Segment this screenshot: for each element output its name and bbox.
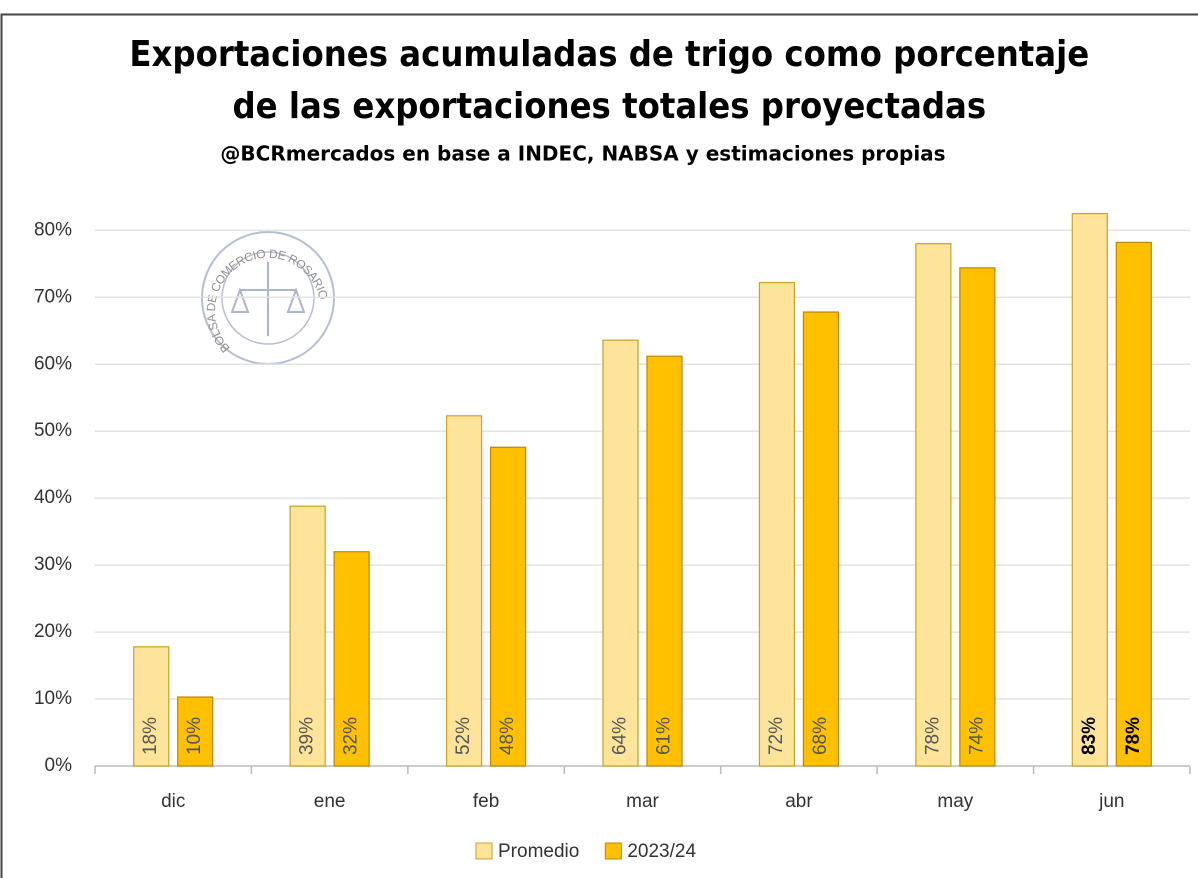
value-label: 83% bbox=[1079, 717, 1100, 755]
x-tick-label: jun bbox=[1098, 791, 1124, 812]
bar bbox=[915, 243, 952, 767]
y-tick-label: 10% bbox=[34, 688, 72, 709]
x-tick-label: may bbox=[937, 791, 973, 812]
bar bbox=[646, 355, 683, 767]
x-tick-label: dic bbox=[161, 791, 185, 812]
x-tick-label: abr bbox=[785, 791, 813, 812]
x-tick-label: feb bbox=[473, 791, 499, 812]
y-tick-label: 30% bbox=[34, 554, 72, 575]
value-label: 48% bbox=[497, 717, 518, 755]
bar bbox=[959, 267, 996, 767]
value-label: 39% bbox=[297, 717, 318, 755]
bar bbox=[133, 646, 170, 767]
value-label: 18% bbox=[140, 717, 161, 755]
legend-swatch bbox=[604, 842, 622, 860]
value-label: 10% bbox=[184, 717, 205, 755]
value-label: 61% bbox=[654, 717, 675, 755]
chart-title: Exportaciones acumuladas de trigo como p… bbox=[129, 33, 1089, 75]
legend-label: Promedio bbox=[498, 841, 579, 862]
value-label: 64% bbox=[610, 717, 631, 755]
value-label: 72% bbox=[766, 717, 787, 755]
bar bbox=[1071, 213, 1108, 767]
value-label: 78% bbox=[922, 717, 943, 755]
logo-emblem bbox=[230, 262, 306, 336]
chart-subtitle: @BCRmercados en base a INDEC, NABSA y es… bbox=[220, 142, 945, 166]
bar bbox=[602, 339, 639, 767]
value-label: 74% bbox=[966, 717, 987, 755]
bar bbox=[802, 311, 840, 767]
legend-swatch bbox=[475, 842, 493, 860]
value-label: 32% bbox=[341, 717, 362, 755]
bar bbox=[758, 281, 796, 767]
legend-label: 2023/24 bbox=[627, 841, 696, 862]
y-tick-label: 70% bbox=[34, 286, 72, 307]
value-label: 78% bbox=[1123, 717, 1144, 755]
y-tick-label: 40% bbox=[34, 487, 72, 508]
value-label: 52% bbox=[453, 717, 474, 755]
bar bbox=[445, 415, 483, 767]
y-tick-label: 20% bbox=[34, 621, 72, 642]
y-tick-label: 50% bbox=[34, 420, 72, 441]
bar bbox=[1115, 241, 1152, 767]
x-tick-label: mar bbox=[626, 791, 659, 812]
bar bbox=[333, 551, 370, 767]
bar bbox=[489, 446, 527, 767]
frame bbox=[0, 13, 1198, 878]
bar bbox=[289, 505, 326, 767]
bar bbox=[177, 696, 214, 767]
y-tick-label: 80% bbox=[34, 219, 72, 240]
value-label: 68% bbox=[810, 717, 831, 755]
x-tick-label: ene bbox=[314, 791, 346, 812]
y-tick-label: 60% bbox=[34, 353, 72, 374]
chart-title: de las exportaciones totales proyectadas bbox=[232, 85, 986, 127]
y-tick-label: 0% bbox=[45, 755, 73, 776]
